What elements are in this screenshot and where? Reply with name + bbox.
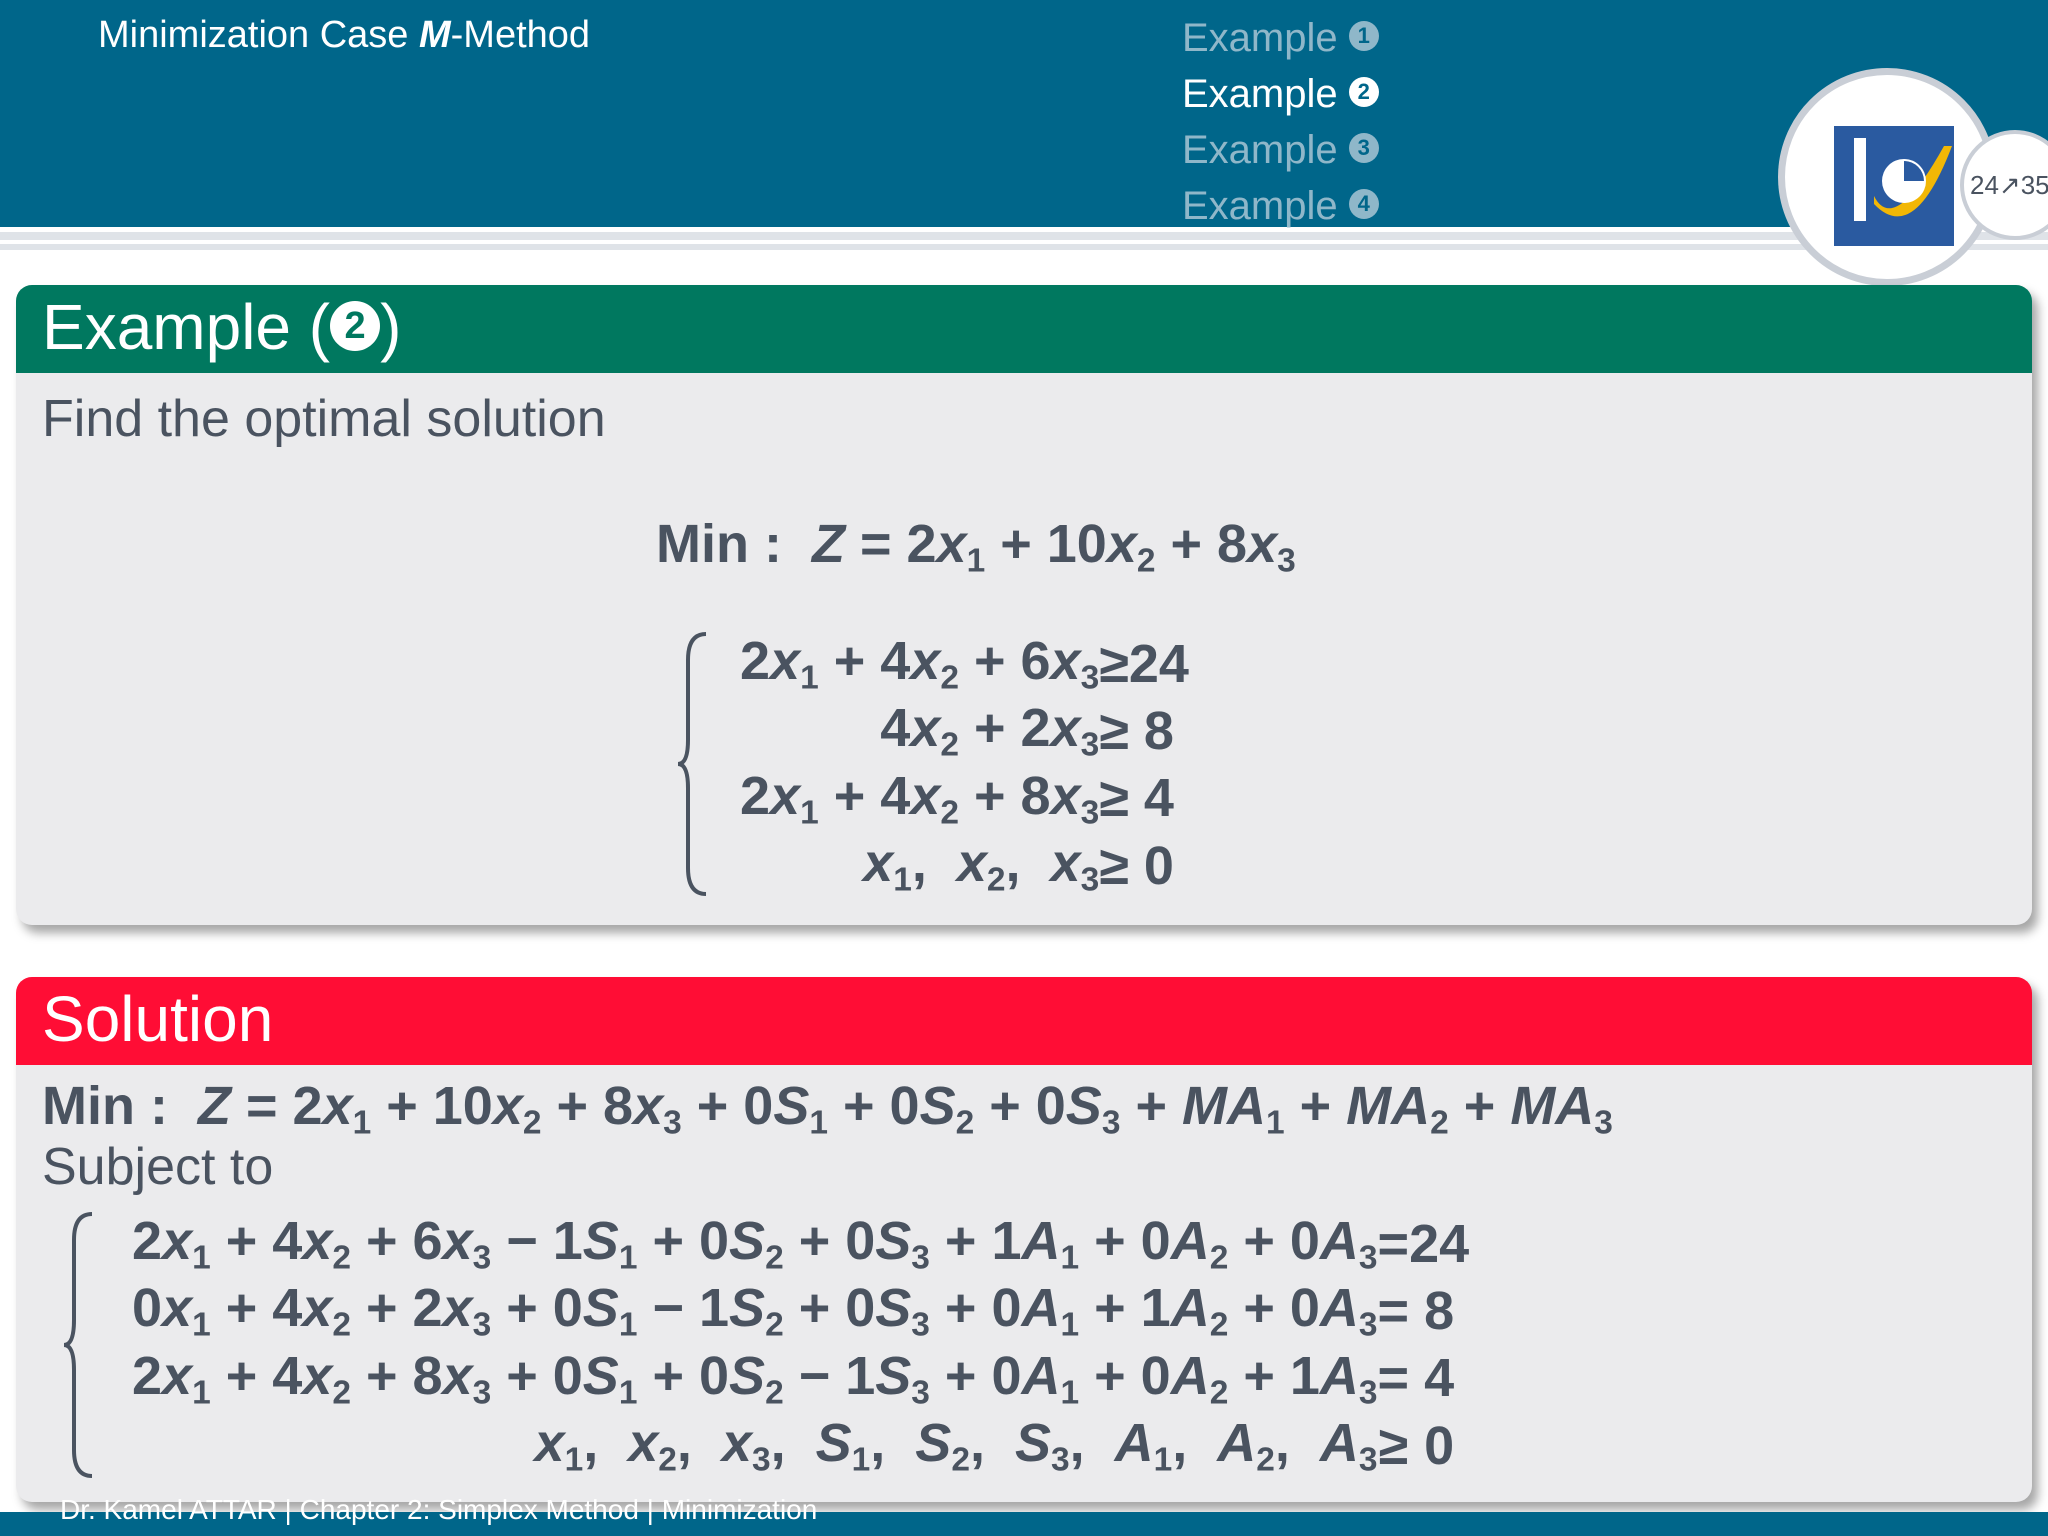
constraint-row: x1, x2, x3, S1, S2, S3, A1, A2, A3 ≥0: [534, 1413, 1455, 1479]
constraint-row: x1, x2, x3 ≥0: [863, 833, 1174, 899]
standard-objective-function: Min : Z = 2x1 + 10x2 + 8x3 + 0S1 + 0S2 +…: [42, 1076, 1613, 1142]
number-badge-icon: 2: [330, 301, 381, 352]
number-badge-icon: 1: [1348, 21, 1379, 52]
section-title-bold: M: [419, 14, 451, 56]
nav-example-3[interactable]: Example 3: [1182, 126, 1379, 182]
left-brace-icon: [677, 632, 707, 896]
nav-label: Example: [1182, 184, 1338, 228]
objective-function: Min : Z = 2x1 + 10x2 + 8x3: [656, 514, 1296, 580]
number-badge-icon: 4: [1348, 189, 1379, 220]
constraint-row: 4x2 + 2x3 ≥8: [880, 698, 1174, 764]
example-intro: Find the optimal solution: [42, 390, 606, 448]
example-block: Example (2) Find the optimal solution Mi…: [16, 285, 2032, 925]
header-bar: [0, 0, 2048, 227]
section-title-prefix: Minimization Case: [98, 14, 419, 56]
nav-example-1[interactable]: Example 1: [1182, 14, 1379, 70]
subject-to-label: Subject to: [42, 1138, 274, 1196]
constraint-table: 2x1 + 4x2 + 6x3 ≥24 4x2 + 2x3 ≥8 2x1 + 4x2…: [740, 630, 1189, 899]
header-divider: [0, 232, 2048, 240]
solution-block: Solution Min : Z = 2x1 + 10x2 + 8x3 + 0S…: [16, 977, 2032, 1502]
number-badge-icon: 2: [1348, 77, 1379, 108]
number-badge-icon: 3: [1348, 133, 1379, 164]
constraint-row: 0x1 + 4x2 + 2x3 + 0S1 − 1S2 + 0S3 + 0A1 …: [132, 1278, 1455, 1344]
university-logo-icon: [1834, 126, 1954, 246]
left-brace-icon: [63, 1212, 93, 1478]
solution-block-title: Solution: [16, 977, 2032, 1065]
subsection-nav: Example 1 Example 2 Example 3 Example 4: [1182, 14, 1379, 238]
footer-text[interactable]: Dr. Kamel ATTAR | Chapter 2: Simplex Met…: [60, 1494, 818, 1525]
page-indicator: 24↗35: [1960, 130, 2048, 240]
section-title[interactable]: Minimization Case M-Method: [98, 14, 590, 57]
constraint-row: 2x1 + 4x2 + 8x3 + 0S1 + 0S2 − 1S3 + 0A1 …: [132, 1345, 1455, 1412]
nav-example-2[interactable]: Example 2: [1182, 70, 1379, 126]
constraint-row: 2x1 + 4x2 + 6x3 ≥24: [740, 631, 1189, 697]
header-divider-thin: [0, 244, 2048, 250]
section-title-suffix: -Method: [450, 14, 591, 56]
nav-example-4[interactable]: Example 4: [1182, 182, 1379, 238]
nav-label: Example: [1182, 16, 1338, 60]
standard-constraint-table: 2x1 + 4x2 + 6x3 − 1S1 + 0S2 + 0S3 + 1A1 …: [132, 1210, 1469, 1479]
footer-bar: [0, 1512, 2048, 1536]
nav-label: Example: [1182, 72, 1338, 116]
constraint-row: 2x1 + 4x2 + 8x3 ≥4: [740, 765, 1174, 832]
example-block-title: Example (2): [16, 285, 2032, 373]
nav-label: Example: [1182, 128, 1338, 172]
constraint-row: 2x1 + 4x2 + 6x3 − 1S1 + 0S2 + 0S3 + 1A1 …: [132, 1211, 1470, 1277]
